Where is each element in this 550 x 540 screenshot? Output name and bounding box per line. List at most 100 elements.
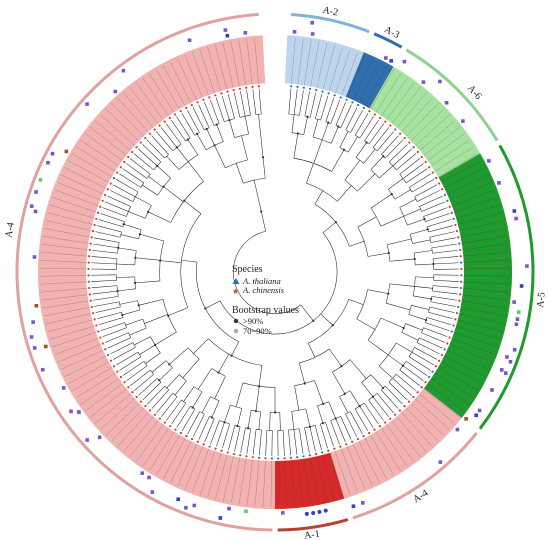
leaf-label — [60, 174, 103, 195]
chinensis-marker — [144, 136, 147, 140]
motif-marker — [317, 509, 322, 514]
branch — [228, 425, 236, 451]
branch — [363, 402, 379, 425]
branch — [282, 430, 285, 456]
leaf-label — [64, 167, 106, 189]
leaf-label — [463, 251, 510, 257]
leaf-label — [45, 220, 91, 231]
branch — [120, 234, 139, 240]
branch — [381, 389, 399, 409]
branch — [314, 380, 324, 404]
branch — [305, 408, 311, 427]
branch — [357, 173, 376, 192]
motif-marker — [515, 317, 520, 321]
branch — [293, 429, 298, 455]
motif-marker — [218, 516, 223, 520]
leaf-label — [170, 61, 191, 103]
branch — [107, 195, 131, 207]
leaf-label — [89, 126, 127, 156]
leaf-label — [423, 126, 461, 156]
branch — [309, 426, 316, 452]
chinensis-marker — [368, 110, 371, 113]
branch-arc — [408, 305, 412, 315]
motif-marker — [421, 80, 426, 84]
branch — [110, 190, 134, 202]
branch — [265, 430, 268, 456]
branch — [399, 198, 417, 208]
motif-marker — [519, 284, 524, 288]
branch — [156, 165, 171, 179]
leaf-label — [316, 42, 328, 88]
branch — [413, 295, 432, 300]
branch — [154, 331, 177, 346]
leaf-label — [419, 120, 456, 151]
bootstrap-node — [322, 402, 325, 405]
branch — [410, 229, 428, 235]
chinensis-marker — [296, 456, 299, 459]
leaf-label — [335, 451, 351, 495]
clade-arc — [291, 13, 370, 34]
branch — [433, 256, 459, 259]
motif-marker — [304, 511, 309, 516]
branch — [218, 354, 230, 373]
legend-species-thaliana: A. thaliana — [242, 276, 281, 286]
leaf-label — [386, 424, 414, 462]
leaf-label — [123, 416, 154, 452]
leaf-label — [434, 372, 474, 398]
bootstrap-node — [119, 233, 122, 236]
branch — [227, 93, 235, 119]
leaf-label — [454, 332, 498, 348]
branch — [423, 207, 448, 217]
motif-marker — [38, 178, 43, 182]
leaf-label — [396, 92, 427, 128]
chinensis-marker — [92, 312, 95, 315]
motif-marker — [490, 388, 494, 392]
branch — [394, 189, 411, 200]
chinensis-marker — [459, 248, 462, 252]
motif-marker — [76, 410, 81, 414]
branch — [122, 361, 145, 376]
branch-arc — [126, 206, 131, 217]
branch — [401, 332, 419, 341]
branch — [192, 107, 205, 131]
branch — [376, 393, 394, 413]
chinensis-marker — [127, 155, 130, 159]
leaf-label — [72, 367, 112, 391]
branch — [165, 123, 182, 145]
branch — [146, 385, 166, 405]
legend-bootstrap-high: >90% — [243, 316, 263, 326]
motif-marker — [323, 508, 328, 513]
leaf-label — [364, 65, 388, 106]
branch-arc — [128, 332, 131, 338]
branch — [384, 385, 404, 405]
branch — [345, 413, 358, 437]
thaliana-marker — [290, 85, 293, 88]
branch — [241, 135, 248, 161]
chinensis-marker — [416, 150, 419, 154]
motif-marker — [31, 320, 35, 324]
branch — [414, 286, 433, 289]
chinensis-marker — [424, 160, 427, 164]
branch — [184, 200, 202, 214]
legend-bootstrap-title: Bootstrap values — [232, 305, 299, 316]
motif-marker — [464, 417, 468, 421]
branch — [378, 365, 393, 379]
branch — [197, 368, 212, 390]
branch — [388, 354, 404, 366]
leaf-label — [335, 49, 351, 93]
chinensis-marker — [196, 440, 199, 443]
bootstrap-node — [137, 304, 140, 307]
chinensis-marker — [389, 124, 392, 127]
leaf-label — [129, 87, 159, 124]
leaf-label — [57, 344, 101, 363]
branch — [335, 101, 346, 126]
branch — [135, 257, 161, 261]
bootstrap-node — [236, 424, 239, 428]
motif-marker — [477, 408, 482, 413]
branch — [116, 276, 135, 278]
branch — [93, 296, 119, 301]
branch — [355, 142, 367, 158]
bootstrap-node — [402, 326, 405, 330]
chinensis-marker — [379, 116, 382, 120]
